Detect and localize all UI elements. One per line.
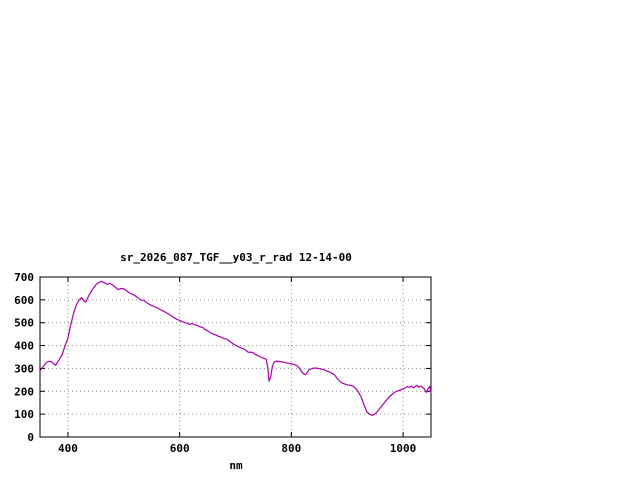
- x-axis-label: nm: [229, 459, 243, 472]
- y-tick-label: 200: [14, 385, 34, 398]
- plot-border: [39, 276, 432, 438]
- y-tick-label: 0: [27, 431, 34, 444]
- y-tick-label: 300: [14, 362, 34, 375]
- x-tick-label: 800: [281, 442, 301, 455]
- chart-title: sr_2026_087_TGF__y03_r_rad 12-14-00: [120, 251, 352, 264]
- y-tick-label: 500: [14, 317, 34, 330]
- y-tick-label: 100: [14, 408, 34, 421]
- y-tick-label: 700: [14, 271, 34, 284]
- x-tick-label: 600: [170, 442, 190, 455]
- y-tick-label: 600: [14, 294, 34, 307]
- y-tick-label: 400: [14, 340, 34, 353]
- x-tick-label: 1000: [390, 442, 417, 455]
- x-tick-label: 400: [58, 442, 78, 455]
- spectrum-line: [39, 280, 432, 416]
